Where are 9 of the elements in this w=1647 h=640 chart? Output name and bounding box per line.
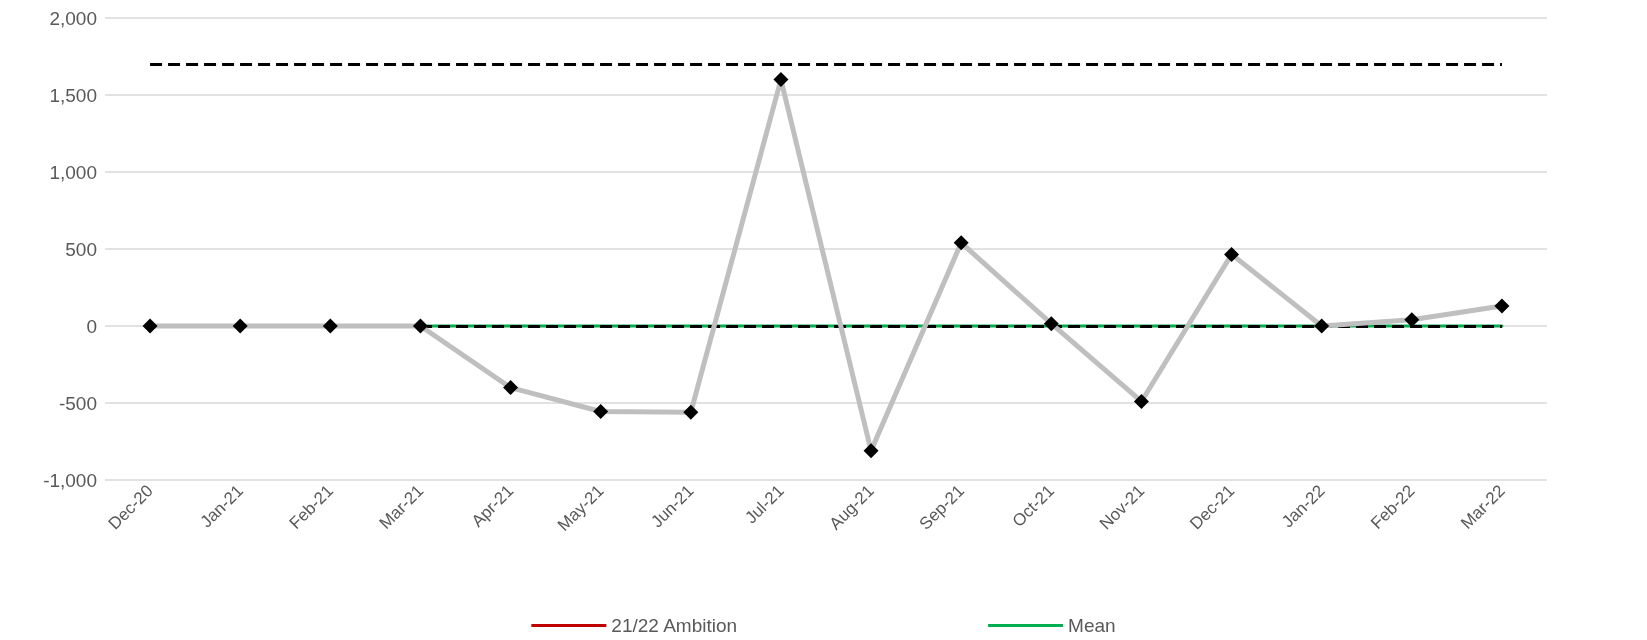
legend-label: 21/22 Ambition — [611, 615, 738, 636]
y-tick-label: 500 — [65, 238, 97, 260]
y-tick-label: 1,000 — [49, 161, 97, 183]
y-tick-label: -1,000 — [43, 469, 97, 491]
y-tick-label: 0 — [86, 315, 97, 337]
legend-label: Mean — [1068, 615, 1116, 636]
y-tick-label: 1,500 — [49, 84, 97, 106]
y-tick-label: -500 — [58, 392, 97, 414]
y-tick-label: 2,000 — [49, 7, 97, 29]
